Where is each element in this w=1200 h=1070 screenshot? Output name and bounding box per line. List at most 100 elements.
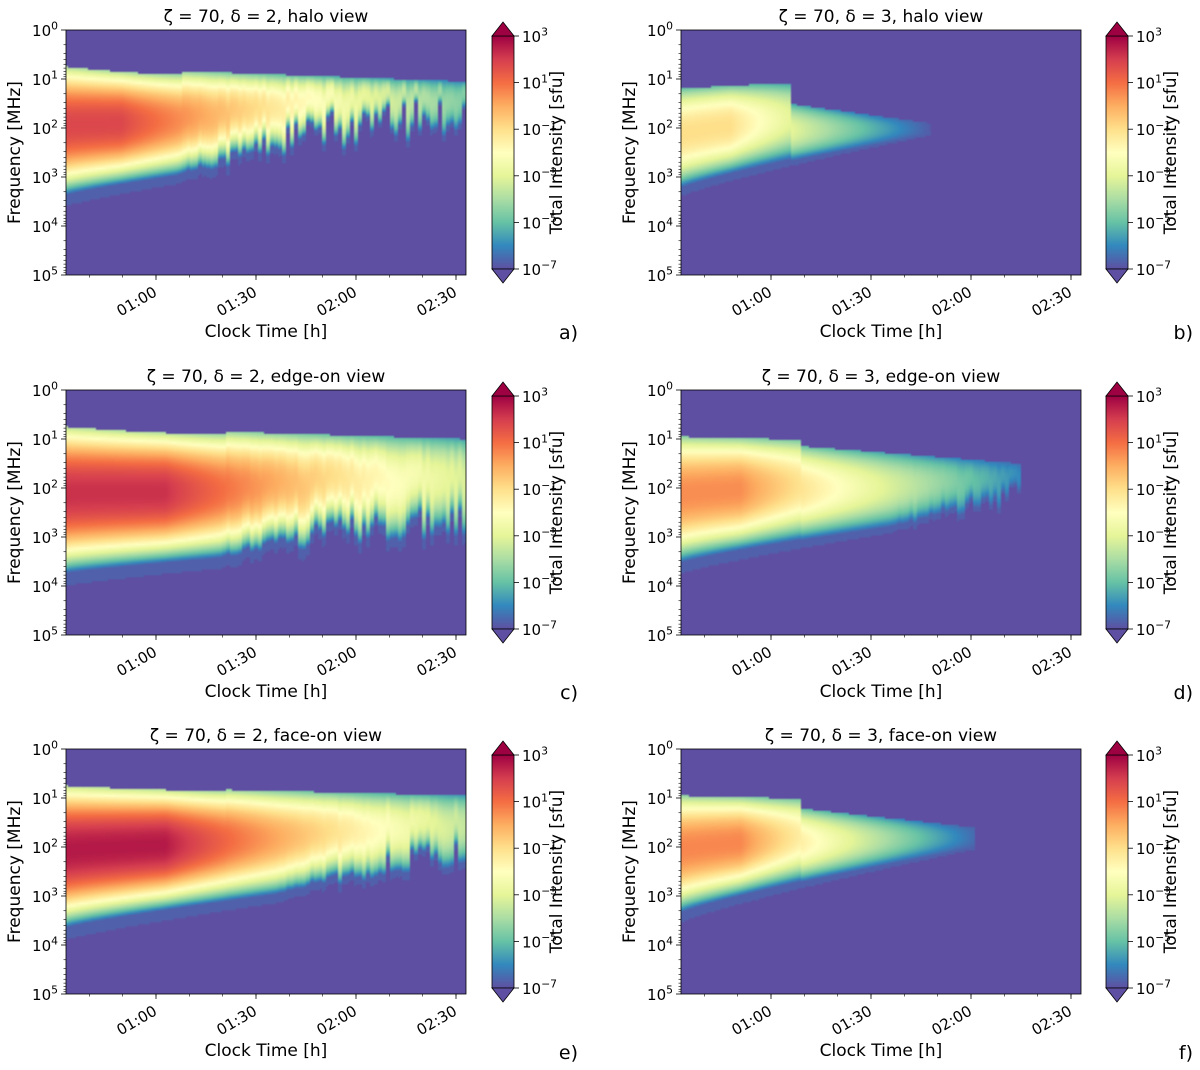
y-tick-label: 104 [647, 216, 673, 236]
x-tick-label: 01:30 [829, 643, 875, 680]
x-tick-label: 01:30 [214, 283, 260, 320]
y-tick-label: 103 [32, 527, 58, 547]
y-tick-label: 104 [32, 576, 58, 596]
panel-label: b) [1174, 322, 1193, 344]
y-tick-label: 105 [32, 625, 58, 645]
colorbar-label: Total Intensity [sfu] [547, 431, 567, 595]
x-tick-label: 02:30 [1029, 1002, 1075, 1039]
x-axis-label: Clock Time [h] [820, 322, 943, 342]
colorbar-extend-min [491, 987, 515, 1003]
colorbar-label: Total Intensity [sfu] [547, 71, 567, 235]
colorbar-tick-label: 10−3 [522, 526, 557, 546]
x-tick-label: 02:00 [314, 283, 360, 320]
x-tick-label: 02:30 [414, 283, 460, 320]
colorbar: 103 101 10−1 10−3 10−5 10−7 Total Intensity [s… [491, 740, 567, 1003]
x-tick-label: 01:30 [829, 283, 875, 320]
colorbar-tick-label: 101 [522, 72, 548, 92]
y-tick-label: 103 [647, 527, 673, 547]
y-tick-label: 103 [32, 886, 58, 906]
plot-frame [65, 748, 467, 995]
y-tick-label: 101 [32, 429, 58, 449]
y-tick-label: 105 [647, 265, 673, 285]
y-tick-label: 101 [647, 788, 673, 808]
y-tick-label: 102 [647, 118, 673, 138]
x-axis-label: Clock Time [h] [820, 1041, 943, 1061]
colorbar-tick-label: 10−5 [522, 212, 557, 232]
colorbar-tick-label: 10−5 [1136, 572, 1171, 592]
colorbar-tick-label: 10−7 [522, 259, 557, 279]
y-tick-label: 104 [32, 935, 58, 955]
heatmap-image [681, 30, 1081, 275]
x-tick-label: 01:00 [729, 283, 775, 320]
colorbar-extend-min [491, 268, 515, 284]
colorbar-gradient [1105, 395, 1129, 630]
heatmap-image [681, 749, 1081, 994]
colorbar-extend-min [1105, 268, 1129, 284]
panel-label: d) [1174, 682, 1193, 704]
y-tick-label: 100 [32, 739, 58, 759]
plot-frame [680, 389, 1082, 636]
y-tick-label: 105 [32, 265, 58, 285]
y-tick-label: 101 [32, 788, 58, 808]
plot-frame [680, 748, 1082, 995]
chart-title: ζ = 70, δ = 2, face-on view [150, 726, 382, 746]
y-axis-label: Frequency [MHz] [5, 81, 25, 224]
y-tick-label: 102 [32, 118, 58, 138]
x-tick-label: 02:00 [929, 643, 975, 680]
panel-f: ζ = 70, δ = 3, face-on view1001011021031… [620, 726, 1193, 1064]
x-tick-label: 02:00 [314, 1002, 360, 1039]
colorbar-extend-max [1105, 381, 1129, 397]
colorbar-tick-label: 103 [522, 745, 548, 765]
colorbar-tick-label: 10−1 [522, 119, 557, 139]
x-axis-label: Clock Time [h] [205, 1041, 328, 1061]
colorbar-tick-label: 10−1 [1136, 479, 1171, 499]
colorbar-tick-label: 10−7 [522, 619, 557, 639]
colorbar-extend-min [491, 628, 515, 644]
chart-title: ζ = 70, δ = 3, face-on view [765, 726, 997, 746]
x-tick-label: 02:00 [929, 283, 975, 320]
colorbar-tick-label: 10−7 [1136, 619, 1171, 639]
heatmap-image [681, 390, 1081, 635]
panel-b: ζ = 70, δ = 3, halo view 100 101 102 103 104 1… [620, 7, 1193, 344]
y-tick-label: 102 [32, 837, 58, 857]
y-axis-label: Frequency [MHz] [620, 800, 640, 943]
colorbar-tick-label: 101 [522, 432, 548, 452]
y-tick-label: 101 [32, 69, 58, 89]
chart-title: ζ = 70, δ = 2, edge-on view [147, 367, 386, 387]
y-axis-label: Frequency [MHz] [620, 441, 640, 584]
colorbar: 103 101 10−1 10−3 10−5 10−7 Total Intensity [s… [1105, 21, 1181, 284]
panel-d: ζ = 70, δ = 3, edge-on view1001011021031… [620, 367, 1193, 704]
x-tick-label: 02:30 [1029, 643, 1075, 680]
colorbar-tick-label: 10−3 [1136, 885, 1171, 905]
y-tick-label: 101 [647, 69, 673, 89]
colorbar-gradient [491, 395, 515, 630]
colorbar-tick-label: 101 [1136, 72, 1162, 92]
panel-label: e) [559, 1042, 578, 1064]
colorbar-tick-label: 103 [1136, 26, 1162, 46]
x-tick-label: 02:00 [314, 643, 360, 680]
colorbar-tick-label: 10−7 [522, 978, 557, 998]
x-tick-label: 02:00 [929, 1002, 975, 1039]
colorbar-tick-label: 10−3 [522, 166, 557, 186]
colorbar-label: Total Intensity [sfu] [547, 790, 567, 954]
y-tick-label: 104 [647, 576, 673, 596]
x-axis-label: Clock Time [h] [205, 322, 328, 342]
heatmap-image [66, 749, 466, 994]
plot-frame [65, 29, 467, 276]
colorbar-tick-label: 10−7 [1136, 259, 1171, 279]
panel-label: c) [560, 682, 578, 704]
x-tick-label: 01:30 [214, 1002, 260, 1039]
y-tick-label: 100 [647, 380, 673, 400]
x-tick-label: 01:00 [114, 643, 160, 680]
plot-frame [65, 389, 467, 636]
colorbar-extend-max [1105, 740, 1129, 756]
colorbar-tick-label: 10−3 [522, 885, 557, 905]
colorbar-tick-label: 10−3 [1136, 526, 1171, 546]
x-tick-label: 01:30 [829, 1002, 875, 1039]
chart-title: ζ = 70, δ = 3, halo view [779, 7, 984, 27]
colorbar-extend-max [491, 381, 515, 397]
x-tick-label: 02:30 [414, 1002, 460, 1039]
chart-title: ζ = 70, δ = 2, halo view [164, 7, 369, 27]
panel-label: a) [559, 322, 578, 344]
y-axis-label: Frequency [MHz] [620, 81, 640, 224]
